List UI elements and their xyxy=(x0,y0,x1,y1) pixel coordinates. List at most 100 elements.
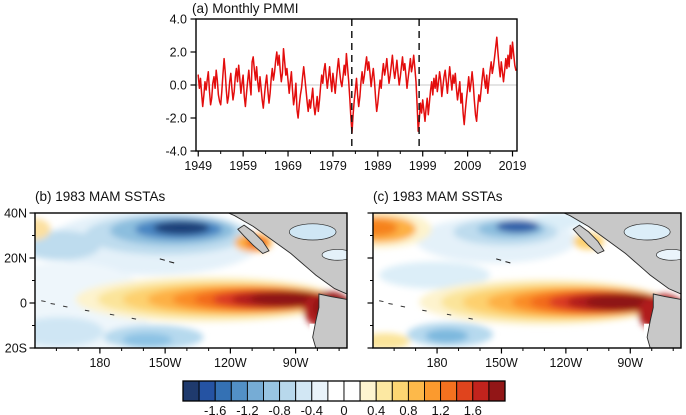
y-tick-label: -4.0 xyxy=(165,145,187,159)
water-patch xyxy=(656,249,681,261)
colorbar-cell xyxy=(343,380,361,402)
colorbar-cell xyxy=(407,380,425,402)
anomaly-field xyxy=(35,213,347,348)
island-mark xyxy=(109,313,115,316)
island-mark xyxy=(131,317,137,320)
ssta-map-b: 180 150W 120W 90W 40N 20N 0 20S xyxy=(4,207,348,370)
colorbar-cell xyxy=(230,380,248,402)
x-tick-label: 1989 xyxy=(364,159,392,173)
anomaly-blob xyxy=(496,220,540,233)
island-mark xyxy=(50,302,56,305)
panel-c-title: (c) 1983 MAM SSTAs xyxy=(373,189,503,204)
baja-peninsula-land xyxy=(237,224,270,255)
x-tick-label: 2019 xyxy=(499,159,527,173)
colorbar-cell xyxy=(214,380,232,402)
x-tick-label: 1969 xyxy=(274,159,302,173)
hawaii-island-mark xyxy=(505,261,511,264)
lon-tick-label: 120W xyxy=(550,356,583,370)
island-mark xyxy=(400,305,406,308)
lat-tick-label: 20S xyxy=(5,342,27,356)
ssta-map-c: 180 150W 120W 90W xyxy=(367,212,682,370)
y-tick-label: 4.0 xyxy=(170,13,187,27)
lon-tick-label: 90W xyxy=(617,356,643,370)
colorbar-cell xyxy=(263,380,281,402)
colorbar-tick-label: 0 xyxy=(340,403,347,415)
colorbar-cell xyxy=(488,380,506,402)
water-patch xyxy=(288,223,337,241)
colorbar-cell xyxy=(182,380,200,402)
y-tick-label: 2.0 xyxy=(170,46,187,60)
island-mark xyxy=(422,309,427,312)
colorbar-cell xyxy=(375,380,393,402)
colorbar-cell xyxy=(295,380,313,402)
anomaly-blob xyxy=(379,261,491,289)
colorbar-tick-label: 0.8 xyxy=(399,403,417,415)
colorbar-tick-label: 1.6 xyxy=(464,403,482,415)
land-layer xyxy=(41,213,347,348)
south-america-land xyxy=(646,293,681,348)
colorbar-cell xyxy=(279,380,297,402)
colorbar-cell xyxy=(472,380,490,402)
lon-tick-label: 90W xyxy=(283,356,309,370)
island-mark xyxy=(388,302,393,305)
colorbar-cell xyxy=(311,380,329,402)
anomaly-blob xyxy=(373,219,398,236)
colorbar-cell xyxy=(456,380,474,402)
island-mark xyxy=(446,313,452,316)
south-america-land xyxy=(312,293,347,348)
lon-tick-label: 180 xyxy=(89,356,110,370)
hawaii-island-mark xyxy=(159,258,165,261)
lon-tick-label: 120W xyxy=(214,356,247,370)
anomaly-blob xyxy=(122,333,173,347)
colorbar-cell xyxy=(359,380,377,402)
y-tick-label: 0.0 xyxy=(170,79,187,93)
lon-tick-label: 150W xyxy=(149,356,182,370)
island-mark xyxy=(84,309,90,312)
colorbar-tick-label: -0.4 xyxy=(301,403,323,415)
colorbar-cell xyxy=(246,380,264,402)
anomaly-blob xyxy=(35,316,104,347)
anomaly-blob xyxy=(153,221,210,235)
water-patch xyxy=(623,223,671,241)
anomaly-blob xyxy=(425,329,469,343)
anomaly-field xyxy=(373,213,681,348)
colorbar-tick-label: -1.6 xyxy=(204,403,226,415)
island-mark xyxy=(41,300,46,303)
colorbar-tick-label: 1.2 xyxy=(432,403,450,415)
x-tick-label: 2009 xyxy=(454,159,482,173)
panel-b-title: (b) 1983 MAM SSTAs xyxy=(35,189,166,204)
panel-a-title: (a) Monthly PMMI xyxy=(192,1,299,16)
lon-tick-label: 180 xyxy=(427,356,448,370)
pmmi-timeseries-chart: 1949 1959 1969 1979 1989 1999 2009 2019 4.0 2.0 0.… xyxy=(165,13,527,174)
pmmi-line-series xyxy=(197,36,517,134)
anomaly-blob xyxy=(35,230,101,261)
hawaii-island-mark xyxy=(169,261,175,264)
lat-tick-label: 20N xyxy=(4,252,27,266)
x-tick-label: 1959 xyxy=(229,159,257,173)
colorbar-cell xyxy=(391,380,409,402)
y-tick-label: -2.0 xyxy=(165,112,187,126)
nodata-notch xyxy=(297,337,323,348)
island-mark xyxy=(62,305,68,308)
colorbar-tick-label: 0.4 xyxy=(367,403,385,415)
hawaii-island-mark xyxy=(496,258,502,261)
colorbar-tick-label: -0.8 xyxy=(268,403,290,415)
anomaly-blob xyxy=(373,333,410,348)
baja-peninsula-land xyxy=(572,224,605,255)
x-tick-label: 1979 xyxy=(319,159,347,173)
island-mark xyxy=(468,317,473,320)
island-mark xyxy=(379,300,384,303)
lat-tick-label: 40N xyxy=(4,207,27,221)
nodata-notch xyxy=(631,337,657,348)
colorbar: -1.6 -1.2 -0.8 -0.4 0 0.4 0.8 1.2 1.6 xyxy=(182,380,506,415)
colorbar-cell xyxy=(198,380,216,402)
colorbar-cell xyxy=(440,380,458,402)
lon-tick-label: 150W xyxy=(485,356,518,370)
lat-tick-label: 0 xyxy=(20,297,27,311)
x-tick-label: 1949 xyxy=(184,159,212,173)
water-patch xyxy=(321,249,347,261)
colorbar-tick-label: -1.2 xyxy=(236,403,258,415)
colorbar-frame xyxy=(182,380,506,402)
x-tick-label: 1999 xyxy=(409,159,437,173)
colorbar-cell xyxy=(424,380,442,402)
